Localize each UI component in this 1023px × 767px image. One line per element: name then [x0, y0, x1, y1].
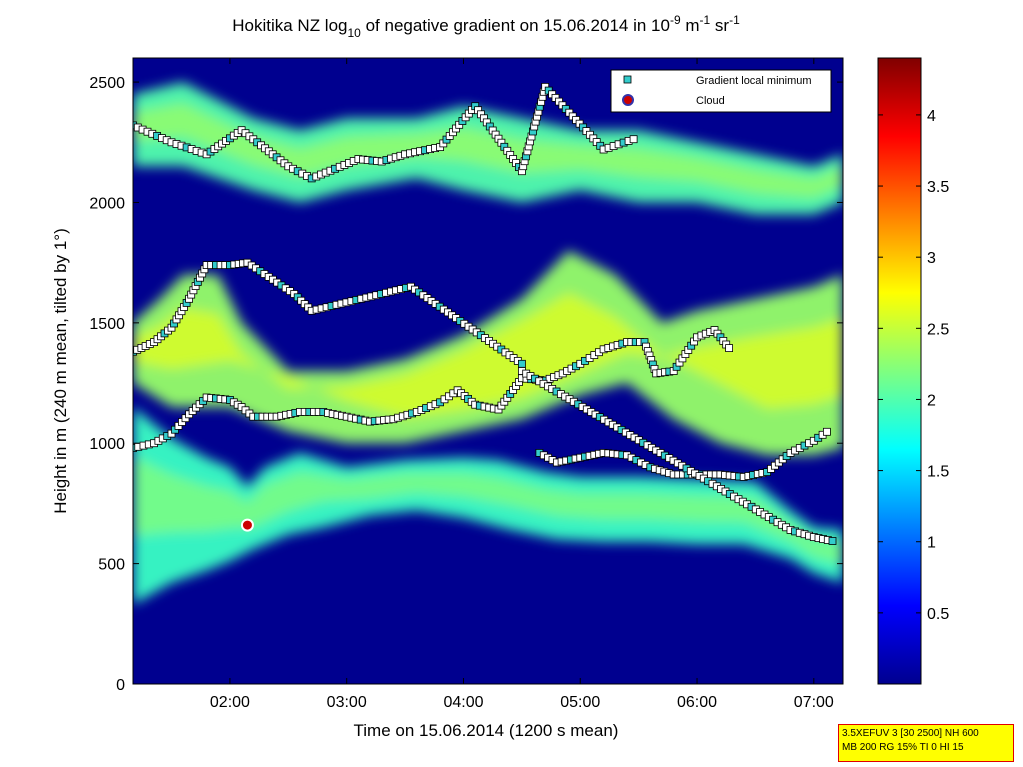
- gradient-minimum-point: [518, 359, 526, 368]
- y-tick-label: 0: [116, 677, 125, 694]
- x-tick-label: 02:00: [210, 694, 250, 711]
- y-tick-label: 500: [98, 557, 125, 574]
- x-tick-label: 06:00: [677, 694, 717, 711]
- colorbar-tick-label: 4: [927, 108, 936, 125]
- y-tick-label: 2000: [89, 195, 125, 212]
- x-tick-label: 03:00: [327, 694, 367, 711]
- legend-label-gradient-minimum: Gradient local minimum: [696, 75, 812, 87]
- colorbar-tick-label: 2.5: [927, 321, 949, 338]
- legend-marker-gradient-minimum: [623, 75, 632, 84]
- legend-marker-cloud: [622, 94, 634, 106]
- cloud-marker-0: [240, 518, 254, 532]
- colorbar-tick-label: 1: [927, 535, 936, 552]
- heatmap-band-core-0: [133, 456, 843, 565]
- settings-line-1: 3.5XEFUV 3 [30 2500] NH 600: [842, 728, 979, 739]
- plot-area: [132, 57, 844, 685]
- gradient-minimum-point: [828, 537, 837, 545]
- y-axis-label: Height in m (240 m mean, tilted by 1°): [51, 228, 70, 514]
- colorbar-tick-label: 3: [927, 250, 936, 267]
- x-tick-label: 07:00: [794, 694, 834, 711]
- colorbar-tick-label: 2: [927, 392, 936, 409]
- legend-label-cloud: Cloud: [696, 95, 725, 107]
- x-tick-label: 05:00: [560, 694, 600, 711]
- gradient-minimum-series-3: [133, 83, 638, 183]
- gradient-minimum-series-0: [133, 326, 733, 452]
- gradient-minimum-point: [629, 135, 638, 144]
- chart-title: Hokitika NZ log10 of negative gradient o…: [232, 13, 740, 40]
- settings-box: 3.5XEFUV 3 [30 2500] NH 600 MB 200 RG 15…: [838, 724, 1014, 762]
- colorbar: 0.5 1 1.5 2 2.5 3 3.5 4: [877, 57, 949, 685]
- x-axis: 02:00 03:00 04:00 05:00 06:00 07:00: [210, 58, 834, 711]
- heatmap-band-core-1: [133, 292, 843, 418]
- colorbar-ticks: 0.5 1 1.5 2 2.5 3 3.5 4: [878, 108, 949, 623]
- settings-line-2: MB 200 RG 15% TI 0 HI 15: [842, 742, 964, 753]
- marker-layer: [133, 83, 837, 545]
- gradient-minimum-series-2: [133, 258, 837, 545]
- y-tick-label: 1500: [89, 316, 125, 333]
- y-tick-label: 1000: [89, 436, 125, 453]
- colorbar-tick-label: 3.5: [927, 179, 949, 196]
- y-axis: 0 500 1000 1500 2000 2500: [89, 75, 843, 694]
- y-tick-label: 2500: [89, 75, 125, 92]
- legend: Gradient local minimum Cloud: [610, 69, 832, 113]
- gradient-minimum-point: [725, 344, 733, 353]
- gradient-minimum-point: [823, 427, 831, 436]
- x-axis-label: Time on 15.06.2014 (1200 s mean): [354, 721, 619, 740]
- colorbar-tick-label: 1.5: [927, 464, 949, 481]
- heatmap-band-0: [133, 407, 843, 605]
- x-tick-label: 04:00: [443, 694, 483, 711]
- colorbar-tick-label: 0.5: [927, 606, 949, 623]
